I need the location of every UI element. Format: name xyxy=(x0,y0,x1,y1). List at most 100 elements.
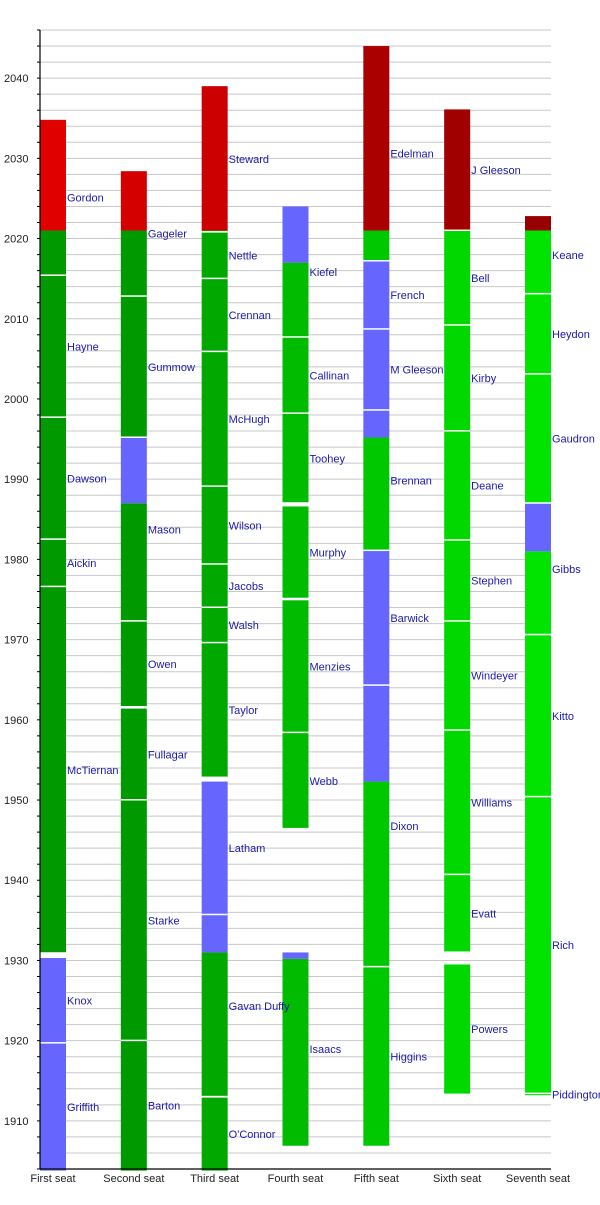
bar-segment-justice xyxy=(525,230,551,294)
justice-label: Starke xyxy=(148,915,180,927)
justice-label: Bell xyxy=(471,273,489,285)
bar-segment-chief xyxy=(201,781,228,915)
justice-label: Griffith xyxy=(67,1102,99,1114)
justice-label: Windeyer xyxy=(471,671,518,683)
justice-label: Callinan xyxy=(310,370,350,382)
seat-label: First seat xyxy=(30,1173,75,1185)
justice-separator xyxy=(525,633,551,636)
justice-label: Stephen xyxy=(471,576,512,588)
bar-segment-justice xyxy=(282,506,309,599)
justice-label: French xyxy=(390,290,424,302)
bar-segment-justice xyxy=(282,732,309,829)
justice-label: Gummow xyxy=(148,362,195,374)
justice-label: Kitto xyxy=(552,711,574,723)
justice-label: Latham xyxy=(229,843,266,855)
justice-label: Barton xyxy=(148,1101,180,1113)
y-tick-label: 2020 xyxy=(4,234,28,246)
bar-segment-justice xyxy=(525,796,551,1094)
justice-label: Brennan xyxy=(390,475,432,487)
bar-segment-chief xyxy=(363,410,390,438)
seat-label: Sixth seat xyxy=(433,1173,481,1185)
bar-segment-justice xyxy=(444,540,471,622)
justice-label: Deane xyxy=(471,481,503,493)
bar-segment-justice xyxy=(282,958,309,1146)
justice-label: Evatt xyxy=(471,909,496,921)
justice-separator xyxy=(444,873,471,876)
bar-segment-justice xyxy=(282,337,309,414)
justice-label: Edelman xyxy=(390,149,433,161)
justice-separator xyxy=(363,965,390,968)
justice-label: Taylor xyxy=(229,705,259,717)
bars xyxy=(40,46,551,1171)
bar-segment-justice xyxy=(363,230,390,262)
bar-segment-justice xyxy=(201,278,228,352)
justice-separator xyxy=(201,913,228,916)
justice-label: Fullagar xyxy=(148,749,188,761)
justice-label: Kirby xyxy=(471,373,497,385)
bar-segment-justice xyxy=(40,586,66,954)
justice-label: Rich xyxy=(552,940,574,952)
seat-label: Seventh seat xyxy=(506,1173,570,1185)
bar-segment-justice xyxy=(363,966,390,1146)
bar-segment-chief xyxy=(282,206,309,263)
seat-label: Third seat xyxy=(190,1173,239,1185)
justice-separator xyxy=(120,705,147,708)
justice-label: Gaudron xyxy=(552,434,595,446)
bar-segment-justice xyxy=(444,964,471,1094)
bar-segment-chief xyxy=(363,550,390,686)
justice-separator xyxy=(120,295,147,297)
justice-separator xyxy=(40,538,66,540)
justice-separator xyxy=(120,799,147,801)
justice-label: Wilson xyxy=(229,520,262,532)
justice-separator xyxy=(444,229,471,232)
justice-label: Murphy xyxy=(310,548,347,560)
bar-segment-justice xyxy=(525,374,551,504)
bar-segment-justice xyxy=(40,275,66,418)
bar-segment-projected xyxy=(40,119,66,231)
y-tick-label: 1920 xyxy=(4,1036,28,1048)
bar-segment-justice xyxy=(201,232,228,279)
justice-label: Powers xyxy=(471,1024,508,1036)
justice-separator xyxy=(40,274,66,276)
justice-separator xyxy=(201,277,228,280)
bar-segment-projected xyxy=(201,86,228,231)
justice-label: M Gleeson xyxy=(390,365,443,377)
justice-separator xyxy=(201,350,228,353)
justice-separator xyxy=(363,328,390,330)
justice-label: Nettle xyxy=(229,250,258,262)
bar-segment-justice xyxy=(40,539,66,587)
seat-label: Second seat xyxy=(103,1173,164,1185)
bar-segment-chief xyxy=(525,503,551,552)
justice-separator xyxy=(201,1095,228,1098)
bar-segment-chief xyxy=(201,914,228,953)
justice-label: J Gleeson xyxy=(471,165,521,177)
justice-separator xyxy=(525,502,551,504)
justice-separator xyxy=(282,336,309,338)
justice-separator xyxy=(282,412,309,414)
justice-separator xyxy=(282,597,309,600)
justice-separator xyxy=(120,436,147,438)
bar-segment-chief xyxy=(120,437,147,504)
justice-separator xyxy=(120,1039,147,1042)
justice-label: Gibbs xyxy=(552,564,581,576)
justice-separator xyxy=(201,606,228,609)
justice-label: Webb xyxy=(310,776,339,788)
bar-segment-justice xyxy=(525,634,551,797)
justice-separator xyxy=(40,1042,66,1044)
bar-segment-justice xyxy=(444,730,471,875)
justice-separator xyxy=(444,729,471,731)
justice-separator xyxy=(201,485,228,487)
justice-label: Gageler xyxy=(148,229,187,241)
justice-label: Kiefel xyxy=(310,267,338,279)
justice-separator xyxy=(444,539,471,541)
bar-segment-justice xyxy=(120,621,147,707)
bar-segment-justice xyxy=(444,621,471,731)
y-tick-label: 1980 xyxy=(4,554,28,566)
justice-separator xyxy=(363,684,390,686)
justice-separator xyxy=(444,324,471,326)
bar-segment-justice xyxy=(40,230,66,276)
bar-segment-justice xyxy=(363,781,390,967)
seat-label: Fifth seat xyxy=(354,1173,399,1185)
justice-label: O'Connor xyxy=(229,1129,276,1141)
y-tick-label: 1960 xyxy=(4,715,28,727)
